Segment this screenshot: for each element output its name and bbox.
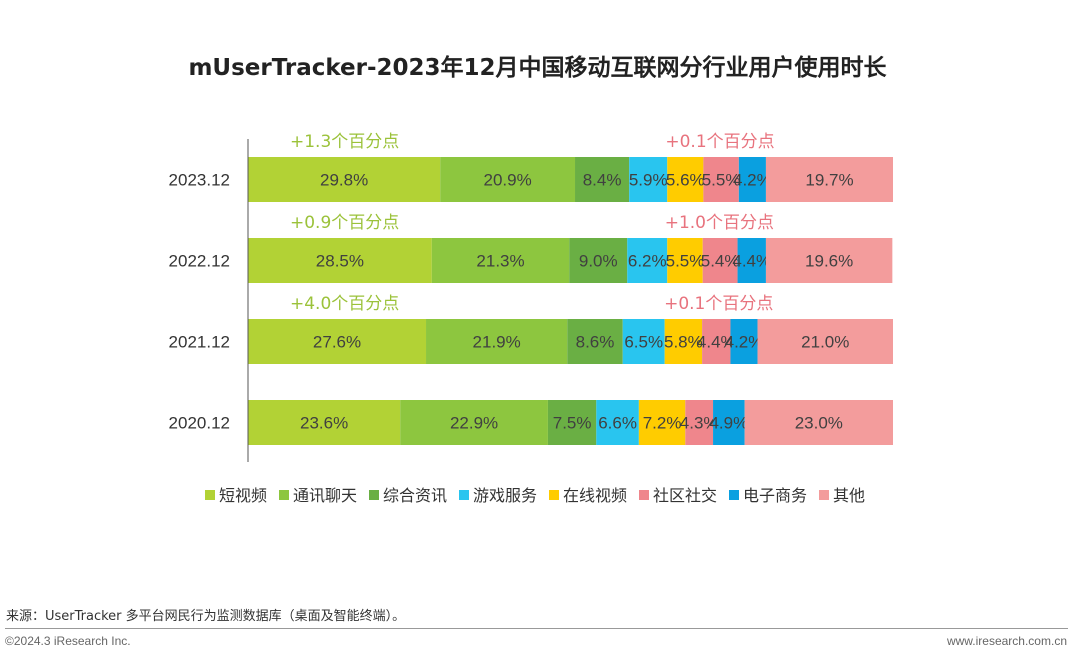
legend-label: 综合资讯 <box>383 486 447 505</box>
annotation-label: +0.9个百分点 <box>290 213 399 233</box>
legend-label: 电子商务 <box>743 486 807 505</box>
bar-segment <box>667 157 704 202</box>
bar-segment <box>569 238 628 283</box>
bar-segment <box>440 157 576 202</box>
data-label: 5.4% <box>701 252 740 271</box>
data-label: 6.6% <box>598 414 637 433</box>
data-label: 5.8% <box>664 333 703 352</box>
bar-segment <box>248 238 432 283</box>
data-label: 5.5% <box>702 171 741 190</box>
data-label: 4.9% <box>709 414 748 433</box>
bar-segment <box>703 157 739 202</box>
annotation-label: +4.0个百分点 <box>290 294 399 314</box>
bar-segment <box>667 238 703 283</box>
stacked-bar-chart: 2023.12 29.8% 20.9% 8.4% 5.9%5.6%5.5%4.2% 19.… <box>169 132 893 505</box>
bar-segment <box>426 319 568 364</box>
data-label: 4.4% <box>697 333 736 352</box>
bar-segment <box>248 319 427 364</box>
bar-segment <box>702 238 738 283</box>
data-label: 4.4% <box>732 252 771 271</box>
bar-segment <box>737 238 766 283</box>
data-label: 5.5% <box>666 252 705 271</box>
legend-label: 短视频 <box>219 486 267 505</box>
data-label: 5.9% <box>629 171 668 190</box>
bar-segment <box>629 157 668 202</box>
data-label: 9.0% <box>579 252 618 271</box>
annotation-label: +1.3个百分点 <box>290 132 399 152</box>
website-link[interactable]: www.iresearch.com.cn <box>946 634 1067 648</box>
bar-segment <box>702 319 731 364</box>
y-tick-label: 2023.12 <box>169 171 230 190</box>
bar-segment <box>765 238 893 283</box>
bar-segment <box>627 238 668 283</box>
legend-label: 其他 <box>833 486 865 505</box>
bar-segment <box>738 157 766 202</box>
legend-label: 通讯聊天 <box>293 486 357 505</box>
legend-swatch <box>205 490 215 500</box>
data-label: 5.6% <box>666 171 705 190</box>
annotation-label: +1.0个百分点 <box>665 213 774 233</box>
data-label: 4.2% <box>733 171 772 190</box>
data-label: 22.9% <box>450 414 498 433</box>
bar-segment <box>685 400 714 445</box>
data-label: 19.7% <box>805 171 853 190</box>
legend-swatch <box>819 490 829 500</box>
source-note: 来源：UserTracker 多平台网民行为监测数据库（桌面及智能终端）。 <box>6 609 406 624</box>
legend-label: 游戏服务 <box>473 486 537 505</box>
bar-segment <box>547 400 597 445</box>
legend-swatch <box>369 490 379 500</box>
data-label: 4.3% <box>680 414 719 433</box>
data-label: 4.2% <box>725 333 764 352</box>
legend-swatch <box>729 490 739 500</box>
data-label: 6.5% <box>624 333 663 352</box>
bar-segment <box>431 238 570 283</box>
data-label: 6.2% <box>628 252 667 271</box>
y-tick-label: 2022.12 <box>169 252 230 271</box>
bar-segment <box>575 157 630 202</box>
data-label: 8.6% <box>576 333 615 352</box>
bar-segment <box>744 400 893 445</box>
legend-swatch <box>639 490 649 500</box>
data-label: 23.0% <box>795 414 843 433</box>
copyright: ©2024.3 iResearch Inc. <box>5 634 131 648</box>
data-label: 21.9% <box>473 333 521 352</box>
bar-segment <box>596 400 639 445</box>
bar-segment <box>730 319 758 364</box>
bar-segment <box>757 319 893 364</box>
y-tick-label: 2021.12 <box>169 333 230 352</box>
bar-segment <box>400 400 548 445</box>
data-label: 7.5% <box>553 414 592 433</box>
data-label: 29.8% <box>320 171 368 190</box>
data-label: 28.5% <box>316 252 364 271</box>
data-label: 20.9% <box>484 171 532 190</box>
bar-segment <box>765 157 893 202</box>
y-tick-label: 2020.12 <box>169 414 230 433</box>
legend-label: 在线视频 <box>563 486 627 505</box>
bar-segment <box>248 400 401 445</box>
data-label: 27.6% <box>313 333 361 352</box>
legend-label: 社区社交 <box>653 486 717 505</box>
data-label: 21.3% <box>476 252 524 271</box>
data-label: 21.0% <box>801 333 849 352</box>
legend-swatch <box>459 490 469 500</box>
bar-segment <box>638 400 686 445</box>
bar-segment <box>622 319 665 364</box>
legend-swatch <box>549 490 559 500</box>
bar-segment <box>567 319 623 364</box>
data-label: 23.6% <box>300 414 348 433</box>
footer-divider <box>5 628 1068 629</box>
bar-segment <box>664 319 703 364</box>
annotation-label: +0.1个百分点 <box>664 294 773 314</box>
bar-segment <box>713 400 745 445</box>
data-label: 8.4% <box>583 171 622 190</box>
legend-swatch <box>279 490 289 500</box>
data-label: 19.6% <box>805 252 853 271</box>
bar-segment <box>248 157 441 202</box>
chart-title: mUserTracker-2023年12月中国移动互联网分行业用户使用时长 <box>188 55 887 81</box>
annotation-label: +0.1个百分点 <box>665 132 774 152</box>
data-label: 7.2% <box>643 414 682 433</box>
